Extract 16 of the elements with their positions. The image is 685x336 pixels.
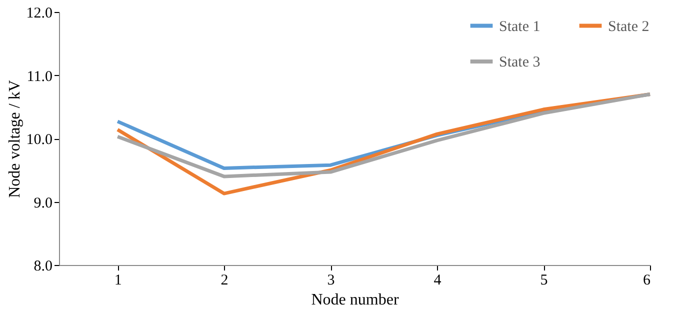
x-tick-label: 1 (114, 272, 122, 288)
x-tick-label: 5 (540, 272, 548, 288)
y-tick-label: 8.0 (34, 258, 52, 274)
y-tick-label: 10.0 (26, 132, 52, 148)
legend-label: State 3 (499, 54, 540, 70)
y-tick-label: 12.0 (26, 6, 52, 22)
legend-label: State 1 (499, 18, 540, 35)
y-tick-label: 11.0 (26, 68, 52, 85)
y-axis-title: Node voltage / kV (6, 80, 24, 198)
x-tick-label: 6 (643, 272, 651, 288)
x-tick-label: 3 (327, 272, 335, 288)
x-tick-label: 4 (434, 272, 442, 288)
legend-label: State 2 (608, 18, 650, 35)
x-tick-label: 2 (220, 272, 228, 288)
y-tick-label: 9.0 (34, 195, 52, 212)
x-axis-title: Node number (311, 292, 400, 308)
